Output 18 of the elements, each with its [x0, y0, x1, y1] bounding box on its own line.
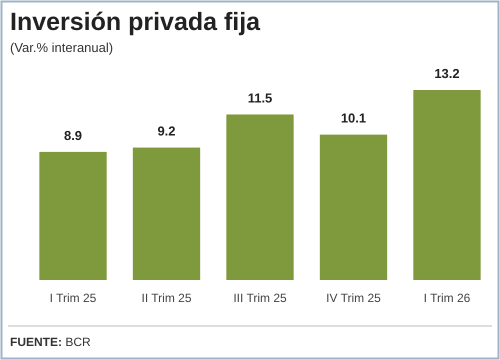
- data-label: 10.1: [340, 110, 366, 126]
- bar: [413, 90, 481, 280]
- x-tick-label: III Trim 25: [233, 291, 287, 305]
- bar: [132, 148, 200, 280]
- chart-title: Inversión privada fija: [10, 8, 262, 36]
- data-label: 9.2: [157, 124, 176, 139]
- x-tick-label: II Trim 25: [141, 291, 192, 305]
- bar: [226, 114, 294, 280]
- chart-subtitle: (Var.% interanual): [10, 40, 114, 55]
- x-tick-label: I Trim 26: [424, 291, 471, 305]
- x-tick-label: I Trim 25: [50, 291, 97, 305]
- data-label: 8.9: [64, 128, 82, 143]
- data-label: 13.2: [434, 66, 460, 81]
- source-note: FUENTE: BCR: [10, 335, 92, 349]
- bar: [39, 152, 107, 280]
- bar: [320, 134, 388, 280]
- x-tick-label: IV Trim 25: [326, 291, 382, 305]
- data-label: 11.5: [248, 90, 272, 106]
